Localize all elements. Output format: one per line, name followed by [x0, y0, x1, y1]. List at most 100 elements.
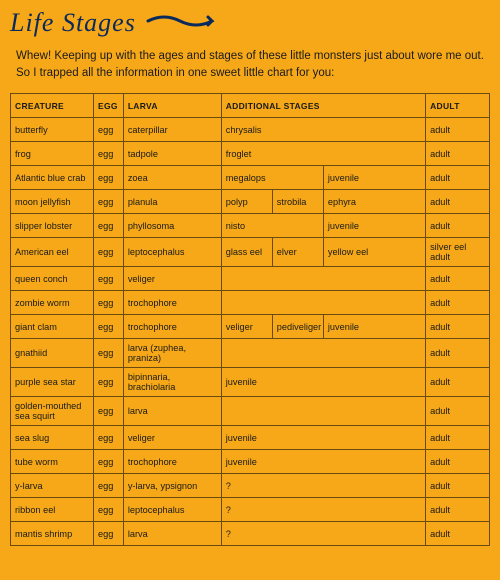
- cell-larva: larva (zuphea, praniza): [123, 339, 221, 368]
- col-header-adult: ADULT: [426, 94, 490, 118]
- cell-stage: glass eel: [221, 238, 272, 267]
- cell-creature: queen conch: [11, 267, 94, 291]
- cell-creature: frog: [11, 142, 94, 166]
- cell-creature: butterfly: [11, 118, 94, 142]
- cell-stage: ?: [221, 474, 425, 498]
- cell-creature: ribbon eel: [11, 498, 94, 522]
- cell-creature: zombie worm: [11, 291, 94, 315]
- cell-adult: adult: [426, 166, 490, 190]
- col-header-larva: LARVA: [123, 94, 221, 118]
- cell-adult: adult: [426, 474, 490, 498]
- cell-larva: leptocephalus: [123, 498, 221, 522]
- cell-adult: adult: [426, 397, 490, 426]
- table-row: frogeggtadpolefrogletadult: [11, 142, 490, 166]
- cell-stage: elver: [272, 238, 323, 267]
- cell-larva: veliger: [123, 426, 221, 450]
- table-row: giant clameggtrochophoreveligerpedivelig…: [11, 315, 490, 339]
- cell-adult: adult: [426, 291, 490, 315]
- cell-larva: trochophore: [123, 315, 221, 339]
- cell-adult: adult: [426, 368, 490, 397]
- title-bar: Life Stages: [10, 8, 490, 38]
- cell-larva: y-larva, ypsignon: [123, 474, 221, 498]
- cell-adult: adult: [426, 142, 490, 166]
- cell-egg: egg: [94, 267, 124, 291]
- table-row: slipper lobstereggphyllosomanistojuvenil…: [11, 214, 490, 238]
- cell-stage: veliger: [221, 315, 272, 339]
- cell-stage: juvenile: [323, 166, 425, 190]
- intro-text: Whew! Keeping up with the ages and stage…: [10, 48, 490, 81]
- table-row: American eeleggleptocephalusglass eelelv…: [11, 238, 490, 267]
- cell-stage: chrysalis: [221, 118, 425, 142]
- cell-egg: egg: [94, 214, 124, 238]
- table-row: sea slugeggveligerjuvenileadult: [11, 426, 490, 450]
- col-header-additional: ADDITIONAL STAGES: [221, 94, 425, 118]
- table-row: moon jellyfisheggplanulapolypstrobilaeph…: [11, 190, 490, 214]
- col-header-creature: CREATURE: [11, 94, 94, 118]
- cell-stage: [221, 291, 425, 315]
- table-row: zombie wormeggtrochophore adult: [11, 291, 490, 315]
- cell-larva: caterpillar: [123, 118, 221, 142]
- cell-larva: planula: [123, 190, 221, 214]
- cell-larva: bipinnaria, brachiolaria: [123, 368, 221, 397]
- cell-stage: megalops: [221, 166, 323, 190]
- cell-larva: larva: [123, 522, 221, 546]
- cell-creature: gnathiid: [11, 339, 94, 368]
- table-row: purple sea stareggbipinnaria, brachiolar…: [11, 368, 490, 397]
- table-row: gnathiidegglarva (zuphea, praniza)adult: [11, 339, 490, 368]
- cell-egg: egg: [94, 339, 124, 368]
- cell-adult: adult: [426, 118, 490, 142]
- table-row: mantis shrimpegglarva?adult: [11, 522, 490, 546]
- page-container: Life Stages Whew! Keeping up with the ag…: [0, 0, 500, 554]
- cell-adult: adult: [426, 498, 490, 522]
- table-row: queen concheggveligeradult: [11, 267, 490, 291]
- col-header-egg: EGG: [94, 94, 124, 118]
- cell-egg: egg: [94, 397, 124, 426]
- cell-stage: juvenile: [323, 214, 425, 238]
- cell-stage: juvenile: [323, 315, 425, 339]
- cell-creature: sea slug: [11, 426, 94, 450]
- table-row: tube wormeggtrochophorejuvenileadult: [11, 450, 490, 474]
- cell-adult: adult: [426, 450, 490, 474]
- cell-adult: adult: [426, 426, 490, 450]
- cell-egg: egg: [94, 291, 124, 315]
- cell-egg: egg: [94, 315, 124, 339]
- cell-larva: leptocephalus: [123, 238, 221, 267]
- table-row: y-larvaeggy-larva, ypsignon?adult: [11, 474, 490, 498]
- cell-adult: silver eel adult: [426, 238, 490, 267]
- cell-creature: moon jellyfish: [11, 190, 94, 214]
- cell-adult: adult: [426, 315, 490, 339]
- cell-stage: ?: [221, 522, 425, 546]
- cell-stage: juvenile: [221, 450, 425, 474]
- cell-creature: golden-mouthed sea squirt: [11, 397, 94, 426]
- life-stages-table: CREATURE EGG LARVA ADDITIONAL STAGES ADU…: [10, 93, 490, 546]
- cell-egg: egg: [94, 190, 124, 214]
- cell-stage: [221, 397, 425, 426]
- cell-larva: phyllosoma: [123, 214, 221, 238]
- cell-adult: adult: [426, 522, 490, 546]
- cell-stage: juvenile: [221, 368, 425, 397]
- cell-larva: trochophore: [123, 450, 221, 474]
- cell-adult: adult: [426, 267, 490, 291]
- cell-egg: egg: [94, 368, 124, 397]
- cell-egg: egg: [94, 522, 124, 546]
- cell-stage: [221, 339, 425, 368]
- cell-stage: nisto: [221, 214, 323, 238]
- cell-adult: adult: [426, 214, 490, 238]
- cell-egg: egg: [94, 426, 124, 450]
- cell-stage: yellow eel: [323, 238, 425, 267]
- cell-stage: polyp: [221, 190, 272, 214]
- table-body: butterflyeggcaterpillarchrysalisadultfro…: [11, 118, 490, 546]
- cell-egg: egg: [94, 450, 124, 474]
- cell-creature: slipper lobster: [11, 214, 94, 238]
- cell-creature: giant clam: [11, 315, 94, 339]
- cell-larva: zoea: [123, 166, 221, 190]
- cell-egg: egg: [94, 238, 124, 267]
- cell-adult: adult: [426, 190, 490, 214]
- cell-creature: mantis shrimp: [11, 522, 94, 546]
- table-row: Atlantic blue crabeggzoeamegalopsjuvenil…: [11, 166, 490, 190]
- table-header: CREATURE EGG LARVA ADDITIONAL STAGES ADU…: [11, 94, 490, 118]
- table-row: butterflyeggcaterpillarchrysalisadult: [11, 118, 490, 142]
- cell-stage: strobila: [272, 190, 323, 214]
- cell-larva: trochophore: [123, 291, 221, 315]
- table-row: golden-mouthed sea squirtegglarvaadult: [11, 397, 490, 426]
